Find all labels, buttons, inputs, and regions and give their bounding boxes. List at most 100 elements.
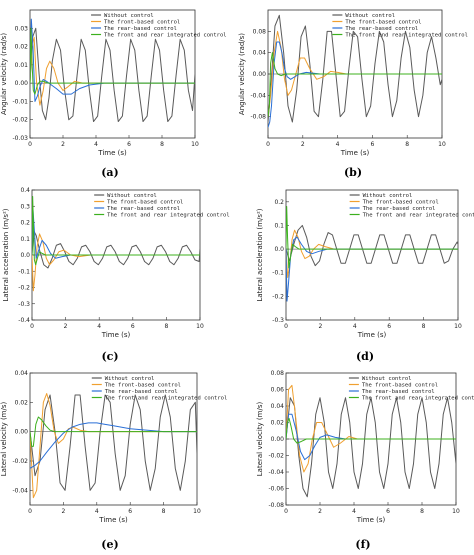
x-tick-label: 4 bbox=[97, 323, 101, 330]
y-tick-label: -0.04 bbox=[250, 92, 266, 99]
x-axis-label: Time (s) bbox=[357, 331, 387, 339]
y-tick-label: 0.00 bbox=[271, 436, 285, 443]
y-tick-label: -0.06 bbox=[268, 486, 284, 493]
legend-label-integrated: The front and rear integrated control bbox=[345, 33, 468, 39]
chart-panel-a: 0 2 4 6 8 10 -0.03 -0.02 -0.01 0.00 0.01 0.02 0.03 Ti… bbox=[0, 9, 227, 179]
legend-label-front: The front-based control bbox=[363, 200, 439, 206]
y-tick-label: -0.1 bbox=[18, 268, 30, 275]
legend-label-front: The front-based control bbox=[345, 20, 421, 26]
legend-label-without: Without control bbox=[362, 376, 412, 382]
y-tick-label: -0.03 bbox=[12, 135, 28, 142]
panel-label: (f) bbox=[355, 538, 370, 551]
y-tick-label: 0.0 bbox=[274, 246, 284, 253]
y-tick-label: -0.02 bbox=[12, 117, 28, 124]
series-line-integrated bbox=[286, 206, 458, 269]
x-tick-label: 8 bbox=[420, 508, 424, 515]
x-tick-label: 8 bbox=[422, 323, 426, 330]
y-tick-label: -0.1 bbox=[272, 270, 284, 277]
y-tick-label: 0.0 bbox=[20, 252, 30, 259]
chart-panel-e: 0 2 4 6 8 10 -0.04 -0.02 0.00 0.02 0.04 Time (s) Lat… bbox=[0, 370, 227, 551]
legend-label-rear: The rear-based control bbox=[105, 389, 178, 395]
y-tick-label: 0.02 bbox=[15, 399, 29, 406]
legend-label-front: The front-based control bbox=[107, 200, 183, 206]
series-line-rear bbox=[268, 41, 442, 128]
x-tick-label: 4 bbox=[95, 508, 99, 515]
panel-label: (d) bbox=[356, 350, 374, 363]
y-tick-label: 0.06 bbox=[271, 387, 285, 394]
panel-label: (e) bbox=[101, 538, 118, 551]
y-tick-label: 0.04 bbox=[15, 370, 29, 377]
y-axis-label: Lateral acceleration (m/s²) bbox=[2, 208, 10, 301]
panel-label: (c) bbox=[101, 350, 118, 363]
series-line-without bbox=[30, 394, 197, 491]
y-tick-label: 0.02 bbox=[15, 44, 29, 51]
y-tick-label: 0.00 bbox=[15, 80, 29, 87]
x-tick-label: 2 bbox=[64, 323, 68, 330]
y-tick-label: 0.00 bbox=[253, 71, 267, 78]
x-tick-label: 8 bbox=[164, 323, 168, 330]
y-axis-label: Lateral velocity (m/s) bbox=[256, 402, 264, 477]
y-tick-label: 0.01 bbox=[15, 62, 29, 69]
x-axis-label: Time (s) bbox=[101, 331, 131, 339]
panel-label: (a) bbox=[101, 166, 119, 179]
x-tick-label: 4 bbox=[353, 323, 357, 330]
x-tick-label: 10 bbox=[454, 323, 462, 330]
series-line-front bbox=[32, 233, 200, 292]
legend-label-integrated: The front and rear integrated control bbox=[105, 396, 228, 402]
y-tick-label: -0.04 bbox=[12, 487, 28, 494]
x-tick-label: 8 bbox=[405, 141, 409, 148]
x-axis-label: Time (s) bbox=[97, 149, 127, 157]
y-tick-label: -0.08 bbox=[250, 114, 266, 121]
legend-label-rear: The rear-based control bbox=[362, 389, 435, 395]
legend-label-without: Without control bbox=[345, 13, 395, 19]
x-axis-label: Time (s) bbox=[356, 516, 386, 524]
y-tick-label: 0.00 bbox=[15, 429, 29, 436]
legend-label-front: The front-based control bbox=[104, 20, 180, 26]
y-tick-label: -0.08 bbox=[268, 502, 284, 509]
legend-label-rear: The rear-based control bbox=[345, 26, 418, 32]
x-tick-label: 4 bbox=[94, 141, 98, 148]
y-axis-label: Angular velocity (rad/s) bbox=[238, 33, 246, 115]
x-axis-label: Time (s) bbox=[98, 516, 128, 524]
legend-label-without: Without control bbox=[105, 376, 155, 382]
y-axis-label: Angular velocity (rad/s) bbox=[0, 33, 8, 115]
y-tick-label: -0.2 bbox=[18, 285, 30, 292]
chart-panel-d: 0 2 4 6 8 10 -0.3 -0.2 -0.1 0.0 0.1 0.2 Time (s) Late… bbox=[256, 189, 474, 363]
legend-label-rear: The rear-based control bbox=[107, 206, 180, 212]
legend-label-without: Without control bbox=[107, 193, 157, 199]
x-tick-label: 2 bbox=[61, 141, 65, 148]
x-tick-label: 2 bbox=[301, 141, 305, 148]
y-tick-label: 0.02 bbox=[271, 420, 285, 427]
x-tick-label: 0 bbox=[284, 323, 288, 330]
y-tick-label: 0.04 bbox=[271, 403, 285, 410]
x-tick-label: 10 bbox=[196, 323, 204, 330]
y-tick-label: 0.2 bbox=[20, 220, 30, 227]
x-tick-label: 8 bbox=[160, 141, 164, 148]
x-tick-label: 0 bbox=[30, 323, 34, 330]
y-tick-label: 0.2 bbox=[274, 199, 284, 206]
x-tick-label: 0 bbox=[28, 141, 32, 148]
legend-label-integrated: The front and rear integrated control bbox=[363, 213, 474, 219]
legend-label-rear: The rear-based control bbox=[104, 26, 177, 32]
y-tick-label: -0.3 bbox=[272, 317, 284, 324]
chart-panel-c: 0 2 4 6 8 10 -0.4 -0.3 -0.2 -0.1 0.0 0.1 0.2 0.3 0.4 Ti… bbox=[2, 187, 230, 363]
x-tick-label: 6 bbox=[128, 508, 132, 515]
series-line-without bbox=[286, 397, 456, 498]
y-tick-label: 0.03 bbox=[15, 25, 29, 32]
series-line-integrated bbox=[30, 27, 195, 95]
x-tick-label: 2 bbox=[61, 508, 65, 515]
x-tick-label: 2 bbox=[318, 323, 322, 330]
x-tick-label: 6 bbox=[127, 141, 131, 148]
series-line-rear bbox=[286, 413, 456, 461]
x-tick-label: 6 bbox=[386, 508, 390, 515]
x-tick-label: 8 bbox=[162, 508, 166, 515]
y-tick-label: -0.01 bbox=[12, 98, 28, 105]
series-line-without bbox=[30, 27, 195, 123]
y-tick-label: 0.3 bbox=[20, 203, 30, 210]
series-line-without bbox=[286, 224, 458, 267]
